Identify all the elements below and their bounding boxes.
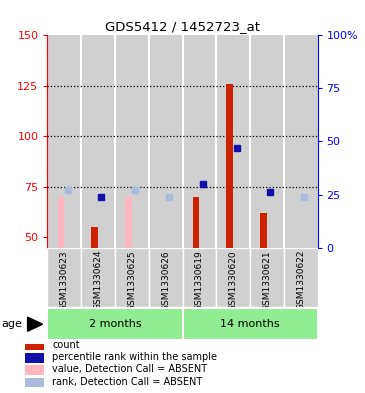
Text: 2 months: 2 months <box>89 319 141 329</box>
Text: GSM1330620: GSM1330620 <box>228 250 238 310</box>
Bar <box>193 197 199 248</box>
Text: percentile rank within the sample: percentile rank within the sample <box>52 352 217 362</box>
Bar <box>216 35 250 248</box>
Bar <box>115 35 149 248</box>
Text: value, Detection Call = ABSENT: value, Detection Call = ABSENT <box>52 364 207 375</box>
Polygon shape <box>28 317 43 331</box>
Bar <box>25 365 44 375</box>
Text: GSM1330624: GSM1330624 <box>93 250 103 310</box>
Bar <box>250 248 284 307</box>
Bar <box>81 35 115 248</box>
Bar <box>25 378 44 387</box>
Bar <box>115 248 149 307</box>
Text: GSM1330625: GSM1330625 <box>127 250 137 310</box>
Bar <box>182 308 318 340</box>
Bar <box>125 197 132 248</box>
Text: GSM1330626: GSM1330626 <box>161 250 170 310</box>
Text: count: count <box>52 340 80 350</box>
Bar <box>149 35 182 248</box>
Bar <box>58 197 64 248</box>
Bar <box>182 248 216 307</box>
Bar <box>226 84 233 248</box>
Bar <box>25 341 44 350</box>
Text: rank, Detection Call = ABSENT: rank, Detection Call = ABSENT <box>52 377 203 387</box>
Text: 14 months: 14 months <box>220 319 280 329</box>
Text: GSM1330623: GSM1330623 <box>60 250 69 310</box>
Text: age: age <box>2 319 23 329</box>
Bar <box>25 353 44 362</box>
Text: GSM1330622: GSM1330622 <box>296 250 305 310</box>
Bar <box>91 228 98 248</box>
Text: GSM1330621: GSM1330621 <box>262 250 272 310</box>
Text: GSM1330619: GSM1330619 <box>195 250 204 311</box>
Bar <box>182 35 216 248</box>
Bar <box>81 248 115 307</box>
Bar <box>260 213 267 248</box>
Bar <box>47 308 182 340</box>
Bar <box>47 35 81 248</box>
Bar <box>284 35 318 248</box>
Bar <box>216 248 250 307</box>
Bar <box>149 248 182 307</box>
Title: GDS5412 / 1452723_at: GDS5412 / 1452723_at <box>105 20 260 33</box>
Bar <box>250 35 284 248</box>
Bar <box>47 248 81 307</box>
Bar <box>284 248 318 307</box>
